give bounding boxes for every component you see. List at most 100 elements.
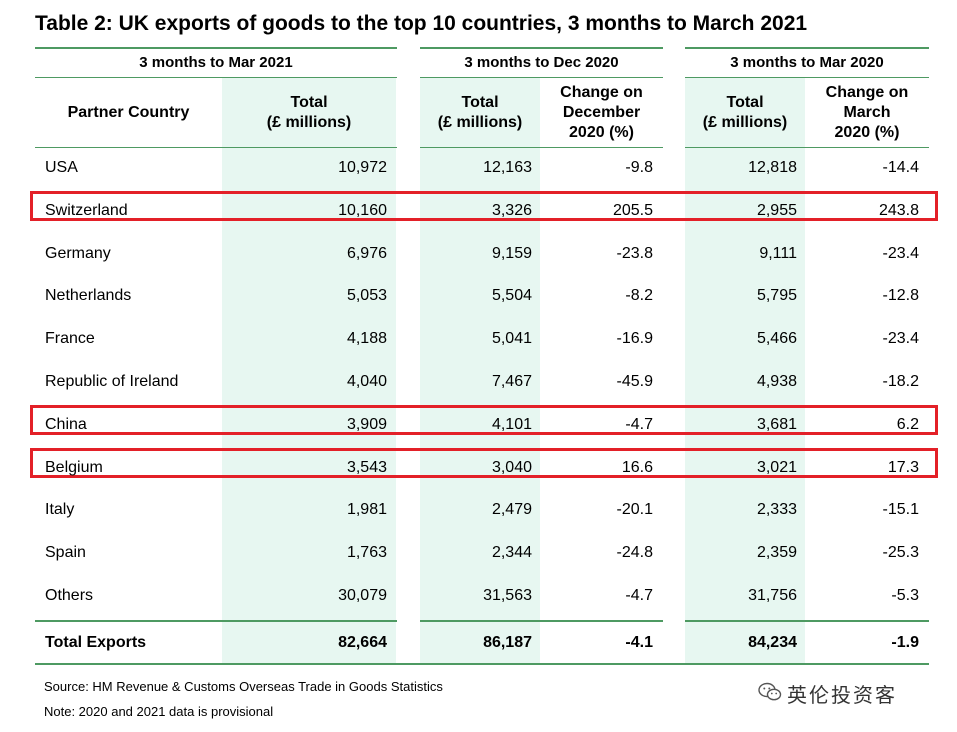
col-header-partner: Partner Country [67,104,190,121]
row-value-cdec: 16.6 [621,459,653,476]
row-value-cmar: 243.8 [878,202,919,219]
row-value-cmar: -5.3 [891,587,919,604]
row-value-cmar: -14.4 [882,159,919,176]
row-value-tdec: 12,163 [483,159,532,176]
wechat-icon [758,682,782,701]
row-value-tdec: 5,041 [491,330,532,347]
total-cdec: -4.1 [625,634,653,651]
total-rule-bottom [35,663,929,665]
row-value-tdec: 31,563 [483,587,532,604]
total-cmar: -1.9 [891,634,919,651]
row-value-cmar: 6.2 [896,416,919,433]
row-value-t2021: 1,981 [346,501,387,518]
row-value-cdec: -4.7 [625,416,653,433]
row-value-t2021: 3,909 [346,416,387,433]
shade-total-mar2020 [685,78,805,663]
row-country: France [45,330,95,347]
row-value-tmar: 2,955 [756,202,797,219]
col-header-change-dec2020: Change on December 2020 (%) [560,84,643,141]
row-country: Spain [45,544,86,561]
row-value-tmar: 5,466 [756,330,797,347]
row-country: Italy [45,501,75,518]
row-value-tdec: 3,040 [491,459,532,476]
row-value-tdec: 5,504 [491,287,532,304]
row-value-cdec: 205.5 [612,202,653,219]
row-value-cmar: -23.4 [882,330,919,347]
row-value-cdec: -23.8 [616,245,653,262]
total-rule-top-2 [420,620,663,622]
row-value-tmar: 3,681 [756,416,797,433]
row-value-cdec: -16.9 [616,330,653,347]
row-country: Republic of Ireland [45,373,179,390]
row-value-cdec: -45.9 [616,373,653,390]
col-header-total-2021: Total (£ millions) [266,94,352,131]
row-value-tdec: 9,159 [491,245,532,262]
highlight-box [30,448,938,478]
col-header-change-mar2020: Change on March 2020 (%) [825,84,909,141]
group-header-dec2020: 3 months to Dec 2020 [464,54,619,71]
shade-total-dec2020 [420,78,540,663]
col-header-total-mar2020: Total (£ millions) [702,94,788,131]
highlight-box [30,405,938,435]
row-value-cmar: 17.3 [887,459,919,476]
row-value-cmar: -18.2 [882,373,919,390]
total-rule-top-3 [685,620,929,622]
group-rule-bottom-2 [420,77,663,78]
row-value-t2021: 6,976 [346,245,387,262]
row-value-t2021: 4,040 [346,373,387,390]
watermark-text: 英伦投资客 [787,685,897,707]
provisional-note: Note: 2020 and 2021 data is provisional [44,704,274,719]
highlight-box [30,191,938,221]
row-country: Others [45,587,94,604]
row-value-tmar: 2,359 [756,544,797,561]
row-value-cdec: -20.1 [616,501,653,518]
group-header-mar2020: 3 months to Mar 2020 [730,54,884,71]
row-value-tmar: 2,333 [756,501,797,518]
row-value-tdec: 4,101 [491,416,532,433]
row-country: Netherlands [45,287,132,304]
row-value-cdec: -9.8 [625,159,653,176]
row-value-cmar: -25.3 [882,544,919,561]
row-value-tdec: 2,344 [491,544,532,561]
row-country: Belgium [45,459,103,476]
header-rule-3 [685,147,929,148]
row-value-tdec: 2,479 [491,501,532,518]
row-value-tmar: 5,795 [756,287,797,304]
row-value-tmar: 9,111 [759,245,797,262]
total-rule-top-1 [35,620,397,622]
header-rule-1 [35,147,397,148]
total-label: Total Exports [45,634,147,651]
row-value-tmar: 31,756 [748,587,797,604]
row-value-t2021: 10,160 [338,202,387,219]
source-note: Source: HM Revenue & Customs Overseas Tr… [44,679,443,694]
total-t2021: 82,664 [338,634,387,651]
total-tdec: 86,187 [483,634,532,651]
row-value-t2021: 4,188 [346,330,387,347]
group-header-mar2021: 3 months to Mar 2021 [139,54,293,71]
row-country: Germany [45,245,111,262]
row-value-tdec: 7,467 [491,373,532,390]
row-value-cmar: -12.8 [882,287,919,304]
group-rule-bottom-1 [35,77,397,78]
row-country: Switzerland [45,202,128,219]
row-value-cmar: -15.1 [882,501,919,518]
group-rule-top-1 [35,47,397,49]
row-value-cdec: -4.7 [625,587,653,604]
row-country: China [45,416,87,433]
group-rule-bottom-3 [685,77,929,78]
row-value-cdec: -8.2 [625,287,653,304]
row-value-cmar: -23.4 [882,245,919,262]
header-rule-2 [420,147,663,148]
group-rule-top-2 [420,47,663,49]
shade-total-2021 [222,78,396,663]
group-rule-top-3 [685,47,929,49]
row-value-cdec: -24.8 [616,544,653,561]
table-title: Table 2: UK exports of goods to the top … [35,12,808,35]
row-value-t2021: 30,079 [338,587,387,604]
row-value-t2021: 10,972 [338,159,387,176]
col-header-total-dec2020: Total (£ millions) [437,94,523,131]
row-value-tdec: 3,326 [491,202,532,219]
row-value-tmar: 3,021 [756,459,797,476]
row-value-tmar: 4,938 [756,373,797,390]
